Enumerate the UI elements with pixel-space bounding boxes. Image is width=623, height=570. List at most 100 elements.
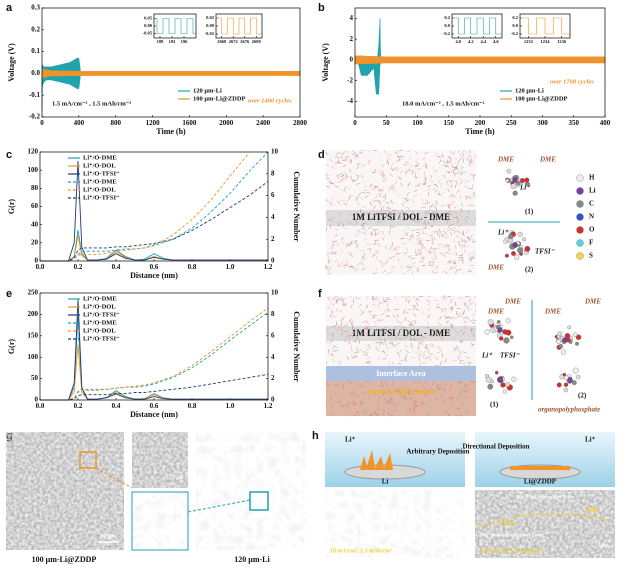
legend-label: Li⁺/O-TFSI⁻: [83, 335, 120, 342]
md-bond: [375, 413, 380, 416]
md-bond: [386, 159, 389, 164]
md-bond: [327, 402, 331, 406]
md-bond: [456, 313, 460, 318]
md-bond: [356, 163, 361, 165]
md-bond: [448, 156, 451, 160]
md-bond: [474, 154, 477, 158]
panel-letter: a: [6, 2, 13, 14]
md-bond: [452, 336, 455, 341]
atom: [502, 389, 507, 394]
md-bond: [410, 163, 413, 168]
md-bond: [457, 229, 460, 234]
md-bond: [410, 233, 414, 238]
x-tick-label: 1.2: [264, 402, 273, 410]
sem-image: [325, 490, 465, 558]
md-bond: [391, 342, 394, 347]
md-bond: [421, 165, 426, 168]
y2-tick-label: 0: [271, 396, 275, 404]
md-bond: [372, 213, 377, 217]
md-bond: [382, 205, 385, 210]
md-bond: [330, 181, 333, 185]
md-bond: [355, 230, 359, 234]
md-bond: [331, 251, 334, 256]
md-bond: [413, 306, 416, 311]
md-bond: [382, 392, 385, 397]
x-tick-label: 192: [169, 39, 177, 44]
md-bond: [337, 200, 341, 205]
md-bond: [406, 199, 411, 202]
md-bond: [437, 388, 442, 390]
y-tick-label: 0: [350, 56, 354, 64]
zone-label: The Dense Deposition Zone: [480, 532, 544, 538]
md-bond: [331, 325, 335, 328]
md-bond: [340, 155, 343, 160]
md-bond: [377, 317, 381, 322]
md-bond: [378, 301, 383, 305]
md-bond: [450, 227, 454, 231]
md-bond: [374, 345, 378, 349]
md-bond: [461, 243, 465, 248]
md-bond: [444, 220, 449, 222]
md-bond: [394, 389, 399, 392]
atom: [487, 319, 494, 326]
md-bond: [453, 395, 455, 400]
md-bond: [416, 241, 420, 246]
mol-label: TFSI⁻: [535, 248, 556, 256]
scale-label: 10 μm: [282, 533, 298, 539]
md-bond: [441, 360, 446, 363]
md-bond: [434, 329, 438, 333]
md-bond: [394, 335, 398, 339]
md-bond: [390, 383, 394, 387]
electrode-label: Li: [382, 478, 389, 486]
atom: [522, 237, 527, 242]
md-bond: [391, 247, 396, 251]
md-bond: [470, 328, 473, 333]
md-bond: [380, 313, 384, 316]
md-bond: [393, 325, 396, 330]
md-bond: [330, 339, 333, 343]
md-bond: [454, 328, 457, 333]
md-bond: [444, 383, 449, 386]
y-tick-label: 4: [350, 14, 354, 22]
md-bond: [467, 210, 470, 215]
md-bond: [334, 323, 338, 328]
x-tick-label: 196: [181, 39, 189, 44]
md-bond: [367, 247, 372, 250]
md-bond: [343, 330, 348, 333]
md-bond: [433, 253, 437, 257]
md-bond: [458, 241, 460, 246]
md-bond: [423, 409, 428, 413]
md-bond: [349, 334, 354, 337]
md-bond: [384, 309, 389, 312]
md-bond: [461, 401, 466, 404]
md-bond: [422, 203, 427, 205]
md-bond: [325, 186, 330, 188]
md-bond: [340, 178, 344, 183]
md-bond: [333, 345, 338, 348]
md-bond: [423, 226, 428, 230]
md-bond: [431, 388, 436, 391]
y-tick-label: 50: [31, 374, 39, 382]
md-bond: [468, 269, 473, 271]
md-bond: [371, 229, 376, 232]
y-axis-label: G(r): [7, 199, 16, 214]
md-bond: [367, 400, 370, 405]
md-bond: [338, 324, 341, 329]
md-bond: [421, 158, 426, 160]
md-bond: [456, 407, 461, 410]
chart: 0 50 100 150 200 250 300 350 400 -4 -2 0 2 4 Time (h) V…: [321, 7, 611, 136]
md-bond: [465, 195, 468, 200]
md-bond: [448, 397, 453, 400]
md-bond: [438, 322, 442, 326]
chart: 2668 2672 2676 2680 -0.02 0.00 0.02: [205, 13, 263, 44]
y-tick-label: 0: [35, 257, 39, 265]
md-bond: [459, 165, 464, 169]
md-bond: [355, 197, 358, 202]
md-bond: [366, 321, 370, 326]
md-bond: [351, 153, 356, 155]
zoom-line: [95, 467, 133, 489]
sem-image: [131, 431, 189, 489]
md-bond: [386, 206, 390, 210]
structure-number: (2): [525, 266, 534, 274]
md-bond: [451, 324, 453, 329]
